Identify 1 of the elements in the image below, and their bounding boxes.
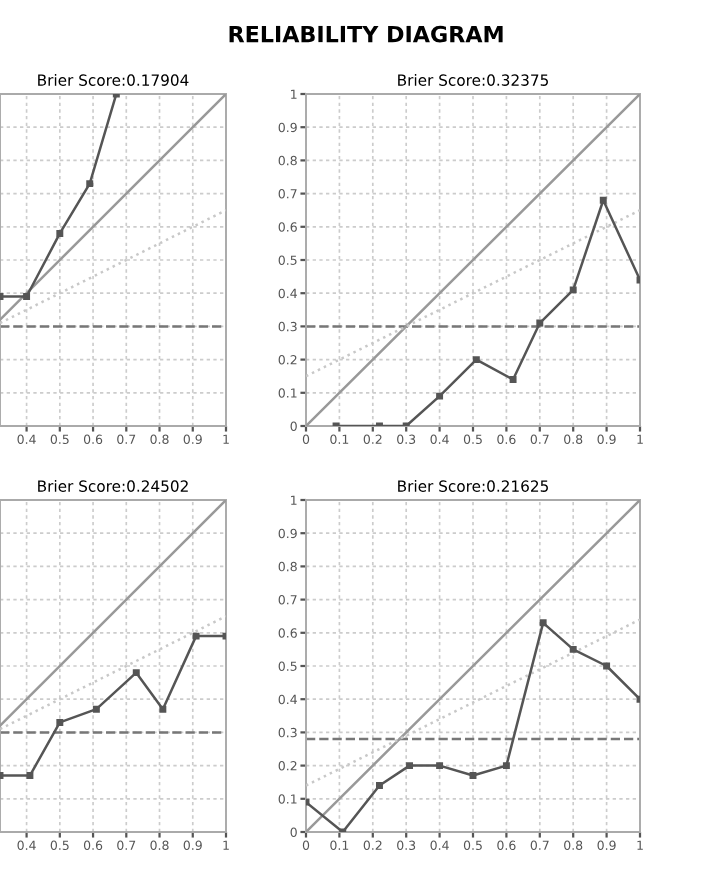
text: RELIABILITY DIAGRAM — [229, 25, 503, 43]
